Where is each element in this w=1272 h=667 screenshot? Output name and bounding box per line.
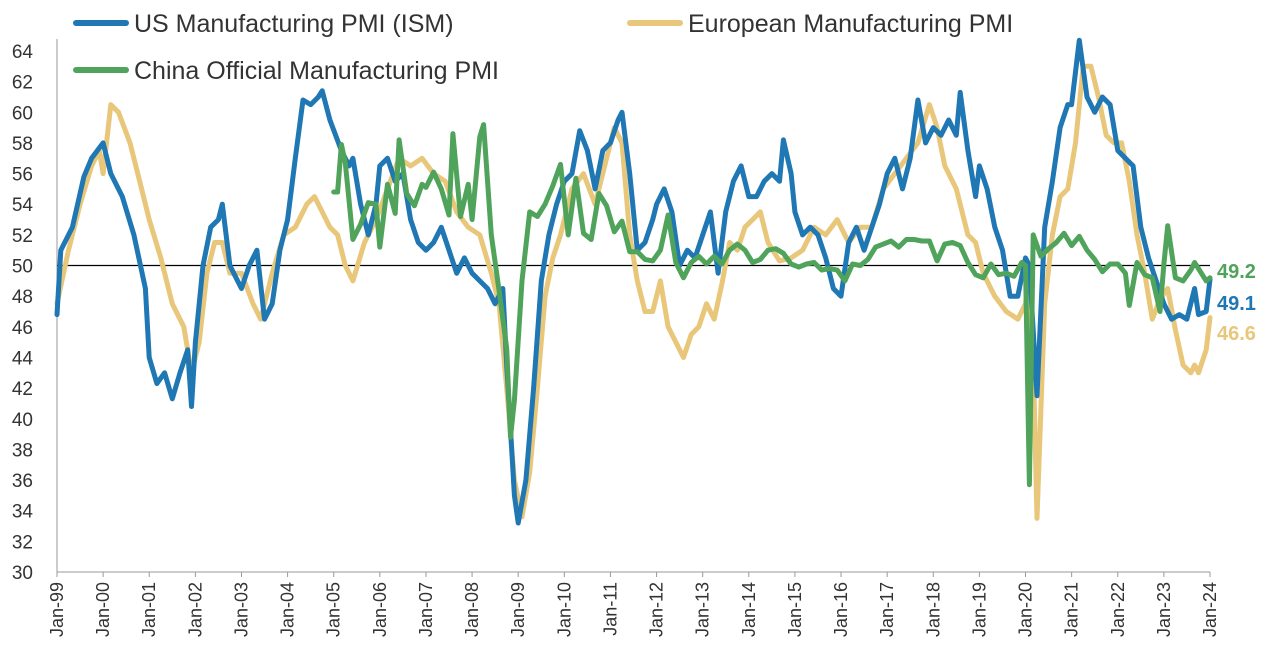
y-tick-label: 60 <box>12 103 33 124</box>
series-lines <box>54 37 1213 526</box>
end-label-2: 49.2 <box>1217 261 1256 283</box>
x-tick-label: Jan-07 <box>416 582 436 637</box>
y-axis: 30 32 34 36 38 40 42 44 46 48 50 52 54 56 58 60 62 64 <box>12 39 58 584</box>
y-tick-label: 38 <box>12 440 33 461</box>
y-tick-label: 52 <box>12 226 33 247</box>
end-labels: 49.1 46.6 49.2 <box>1217 261 1256 345</box>
x-tick-label: Jan-05 <box>324 582 344 637</box>
x-axis: Jan-99 Jan-00 Jan-01 Jan-02 Jan-03 Jan-04 Jan-… <box>47 571 1220 637</box>
end-label-1: 46.6 <box>1217 323 1256 345</box>
y-tick-label: 46 <box>12 318 33 339</box>
x-tick-label: Jan-02 <box>185 582 205 637</box>
legend: US Manufacturing PMI (ISM) European Manuf… <box>73 10 1013 85</box>
x-tick-label: Jan-06 <box>370 582 390 637</box>
x-tick-label: Jan-16 <box>831 582 851 637</box>
x-tick-label: Jan-22 <box>1108 582 1128 637</box>
x-tick-label: Jan-00 <box>93 582 113 637</box>
x-tick-label: Jan-24 <box>1200 582 1220 637</box>
y-tick-label: 58 <box>12 134 33 155</box>
legend-label-1: European Manufacturing PMI <box>688 10 1013 38</box>
x-tick-label: Jan-03 <box>231 582 251 637</box>
x-tick-label: Jan-21 <box>1062 582 1082 637</box>
x-tick-label: Jan-23 <box>1154 582 1174 637</box>
y-tick-label: 54 <box>12 195 34 216</box>
legend-label-0: US Manufacturing PMI (ISM) <box>134 10 454 38</box>
y-tick-label: 48 <box>12 287 33 308</box>
x-tick-label: Jan-14 <box>739 582 759 637</box>
x-tick-label: Jan-20 <box>1016 582 1036 637</box>
x-tick-label: Jan-17 <box>877 582 897 637</box>
x-tick-label: Jan-01 <box>139 582 159 637</box>
x-tick-label: Jan-09 <box>508 582 528 637</box>
y-tick-label: 44 <box>12 348 34 369</box>
x-tick-label: Jan-11 <box>600 582 620 636</box>
series-line-1 <box>54 63 1213 521</box>
y-tick-label: 32 <box>12 532 33 553</box>
y-tick-label: 42 <box>12 379 33 400</box>
x-tick-label: Jan-04 <box>278 582 298 637</box>
y-tick-label: 50 <box>12 257 33 278</box>
y-tick-label: 34 <box>12 502 34 523</box>
x-tick-label: Jan-99 <box>47 582 67 637</box>
y-tick-label: 40 <box>12 410 33 431</box>
y-tick-label: 30 <box>12 563 33 584</box>
x-tick-label: Jan-08 <box>462 582 482 637</box>
y-tick-label: 36 <box>12 471 33 492</box>
x-tick-label: Jan-18 <box>923 582 943 637</box>
y-tick-label: 56 <box>12 165 33 186</box>
y-tick-label: 62 <box>12 73 33 94</box>
legend-label-2: China Official Manufacturing PMI <box>134 57 499 85</box>
x-tick-label: Jan-15 <box>785 582 805 637</box>
x-tick-label: Jan-10 <box>554 582 574 637</box>
x-tick-label: Jan-19 <box>969 582 989 637</box>
y-tick-label: 64 <box>12 42 34 63</box>
x-tick-label: Jan-13 <box>693 582 713 637</box>
end-label-0: 49.1 <box>1217 293 1256 315</box>
x-tick-label: Jan-12 <box>647 582 667 637</box>
series-line-2 <box>331 122 1213 488</box>
